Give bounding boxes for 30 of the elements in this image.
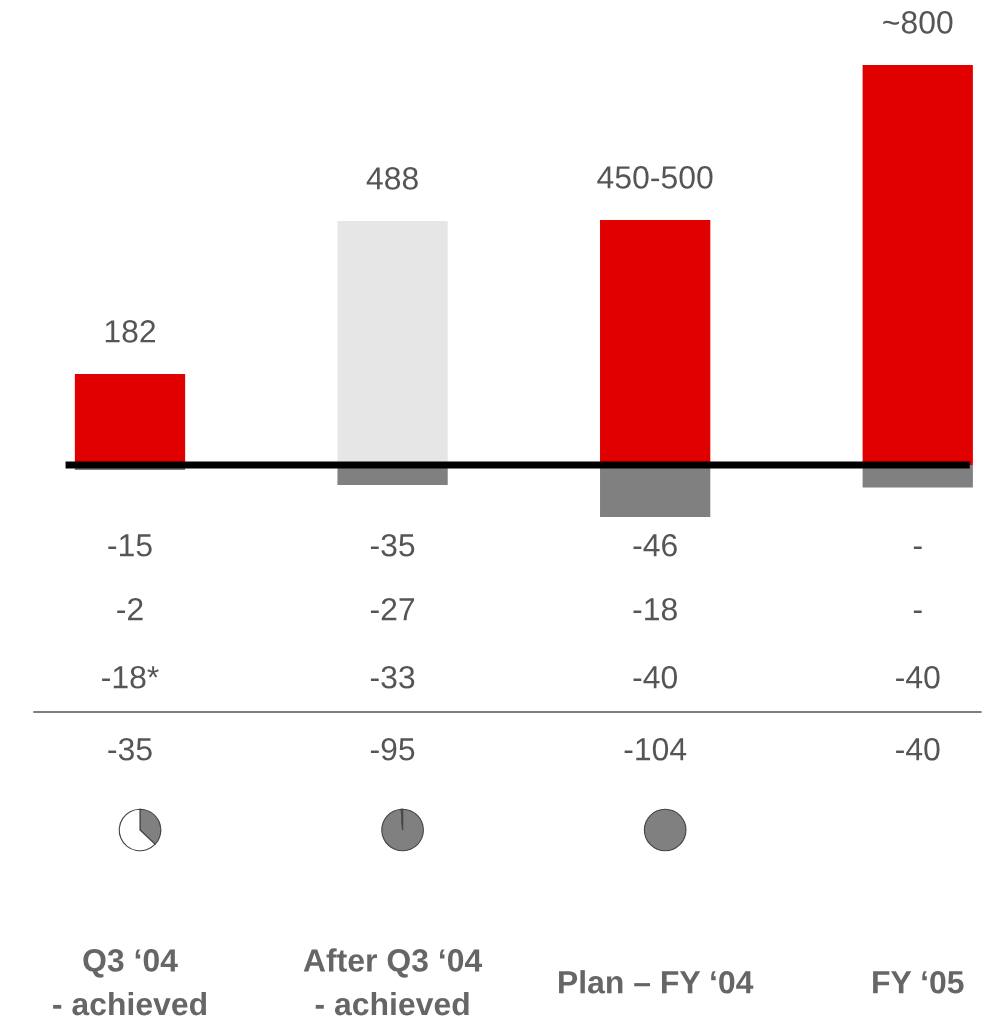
- bar: [600, 220, 711, 465]
- bar: [74, 374, 186, 465]
- text: -18*: [102, 665, 159, 689]
- bar: [862, 65, 973, 465]
- data-label: ~800: [883, 11, 953, 34]
- text: -: [913, 546, 922, 550]
- text: -: [913, 610, 922, 614]
- pie-slice: [381, 808, 424, 852]
- text: -40: [896, 665, 940, 689]
- x-tick-label: After Q3 ‘04 - achieved: [303, 948, 483, 1016]
- text: -33: [370, 665, 415, 689]
- text: -35: [108, 737, 152, 761]
- data-label: 182: [105, 320, 156, 343]
- text: -40: [633, 665, 677, 689]
- text: -2: [117, 597, 143, 621]
- x-tick-label: Plan – FY ‘04: [559, 970, 754, 994]
- text: -27: [370, 597, 415, 621]
- bar: [337, 221, 448, 465]
- data-label: 488: [366, 167, 418, 190]
- bar: [600, 465, 711, 517]
- x-tick-label: Q3 ‘04 - achieved: [53, 949, 207, 1016]
- text: -104: [624, 737, 687, 761]
- text: -95: [370, 737, 415, 761]
- data-label: 450-500: [597, 166, 713, 189]
- x-tick-label: FY ‘05: [873, 970, 964, 994]
- text: -18: [633, 597, 677, 621]
- text: -35: [370, 533, 415, 557]
- text: -15: [108, 534, 152, 557]
- text: -46: [633, 533, 677, 557]
- text: -40: [896, 737, 940, 761]
